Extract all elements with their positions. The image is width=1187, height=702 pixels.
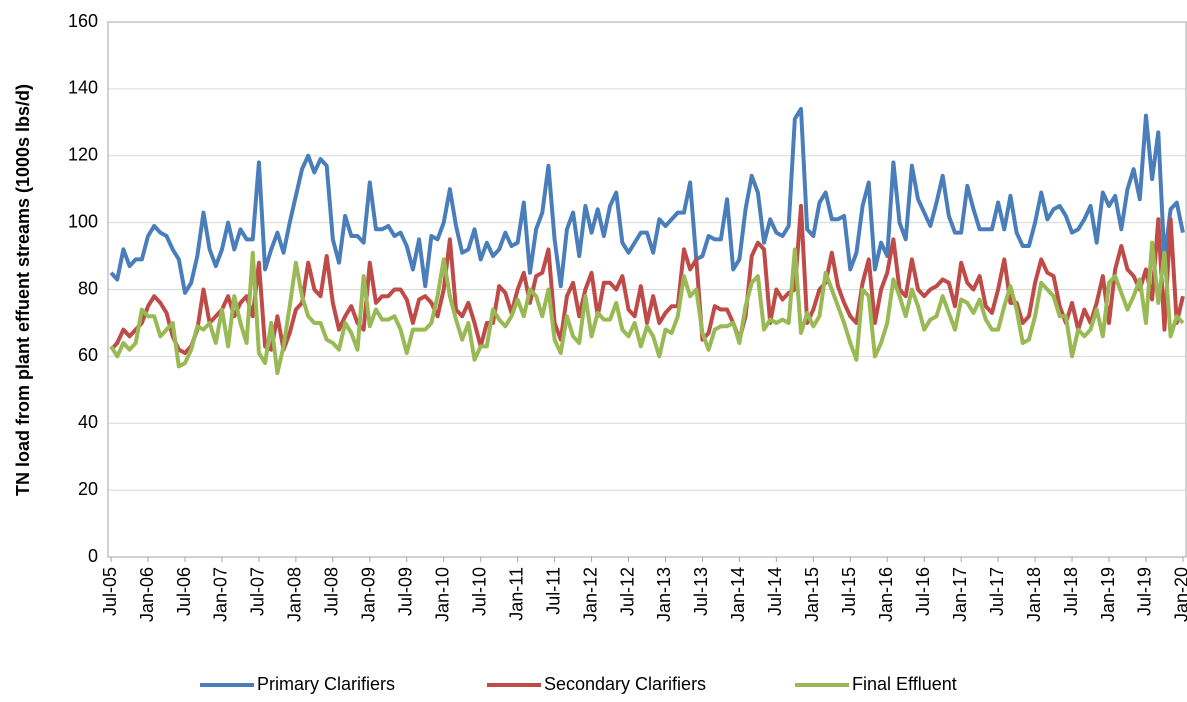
y-tick-label: 160 — [68, 11, 98, 31]
x-tick-label: Jul-05 — [100, 567, 120, 616]
x-tick-label: Jul-17 — [987, 567, 1007, 616]
y-tick-label: 60 — [78, 345, 98, 365]
legend-label: Secondary Clarifiers — [544, 674, 706, 694]
x-tick-label: Jan-10 — [432, 567, 452, 622]
x-tick-label: Jan-19 — [1098, 567, 1118, 622]
x-tick-label: Jul-11 — [543, 567, 563, 615]
x-tick-label: Jul-19 — [1135, 567, 1155, 616]
x-tick-label: Jan-16 — [876, 567, 896, 622]
x-tick-label: Jan-07 — [211, 567, 231, 622]
x-tick-label: Jul-08 — [322, 567, 342, 616]
x-tick-label: Jan-12 — [580, 567, 600, 622]
data-line — [109, 240, 1185, 376]
legend-label: Primary Clarifiers — [257, 674, 395, 694]
x-tick-label: Jul-13 — [691, 567, 711, 616]
y-tick-label: 0 — [88, 546, 98, 566]
x-tick-label: Jan-11 — [506, 567, 526, 621]
plot-border — [107, 21, 1187, 558]
x-tick-label: Jan-15 — [802, 567, 822, 622]
y-axis-title: TN load from plant effuent streams (1000… — [13, 84, 33, 496]
x-tick-label: Jan-06 — [137, 567, 157, 622]
x-tick-label: Jan-18 — [1024, 567, 1044, 622]
y-tick-label: 20 — [78, 479, 98, 499]
x-tick-label: Jan-17 — [950, 567, 970, 622]
x-tick-label: Jul-15 — [839, 567, 859, 616]
y-tick-label: 40 — [78, 412, 98, 432]
y-tick-label: 80 — [78, 278, 98, 298]
x-tick-label: Jul-14 — [765, 567, 785, 616]
x-tick-label: Jan-14 — [728, 567, 748, 622]
x-tick-label: Jul-09 — [396, 567, 416, 616]
y-tick-label: 120 — [68, 145, 98, 165]
x-tick-label: Jul-12 — [617, 567, 637, 616]
x-tick-label: Jan-09 — [359, 567, 379, 622]
x-tick-label: Jul-18 — [1061, 567, 1081, 616]
legend-label: Final Effluent — [852, 674, 957, 694]
y-tick-label: 140 — [68, 78, 98, 98]
x-tick-label: Jul-16 — [913, 567, 933, 616]
x-tick-label: Jul-07 — [248, 567, 268, 616]
x-tick-label: Jul-10 — [469, 567, 489, 616]
x-tick-label: Jan-20 — [1172, 567, 1187, 622]
x-tick-label: Jan-08 — [285, 567, 305, 622]
data-line — [109, 106, 1185, 295]
data-line — [109, 203, 1185, 356]
y-tick-label: 100 — [68, 211, 98, 231]
x-tick-label: Jul-06 — [174, 567, 194, 616]
x-tick-label: Jan-13 — [654, 567, 674, 622]
